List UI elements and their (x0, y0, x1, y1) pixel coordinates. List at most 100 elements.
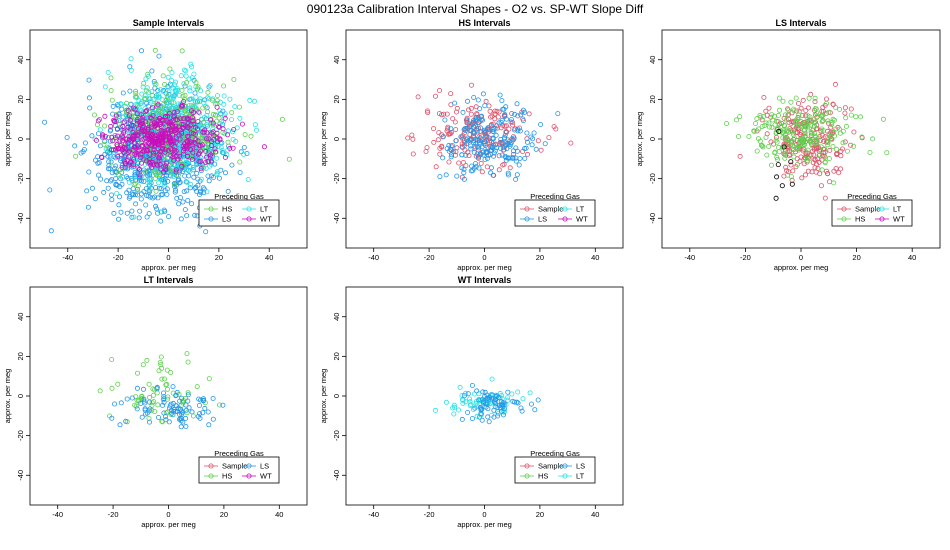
point-sample (525, 151, 531, 157)
point-ls (174, 389, 180, 395)
point-hs (158, 104, 164, 110)
point-ls (499, 98, 505, 104)
point-sample (816, 152, 822, 158)
legend-key-marker (879, 216, 885, 222)
y-tick-label: 40 (16, 56, 25, 64)
x-axis-label: approx. per meg (141, 263, 196, 272)
point-hs (108, 75, 114, 81)
point-hs (782, 131, 788, 137)
point-lt (460, 400, 466, 406)
point-ls (472, 161, 478, 167)
point-wt (179, 103, 185, 109)
point-ls (461, 170, 467, 176)
point-wt (134, 117, 140, 123)
point-ls (510, 155, 516, 161)
point-wt (139, 120, 145, 126)
point-sample (535, 138, 541, 144)
point-hs (766, 120, 772, 126)
point-hs (163, 382, 169, 388)
point-lt (222, 111, 228, 117)
point-sample (790, 168, 796, 174)
point-wt (114, 126, 120, 132)
point-hs (796, 141, 802, 147)
point-sample (827, 147, 833, 153)
point-ls (512, 127, 518, 133)
point-ls (81, 147, 87, 153)
point-wt (184, 139, 190, 145)
y-tick-label: -20 (332, 430, 341, 441)
point-lt (144, 85, 150, 91)
point-hs (789, 129, 795, 135)
point-sample (484, 164, 490, 170)
point-lt (172, 91, 178, 97)
legend-entry-sample: Sample (538, 205, 563, 214)
point-ls (484, 155, 490, 161)
point-lt (155, 92, 161, 98)
point-lt (245, 177, 251, 183)
point-hs (185, 390, 191, 396)
point-hs (793, 117, 799, 123)
point-wt (192, 124, 198, 130)
point-ls (476, 414, 482, 420)
point-sample (818, 183, 824, 189)
point-ls (191, 174, 197, 180)
point-hs (213, 112, 219, 118)
point-sample (453, 149, 459, 155)
point-wt (158, 121, 164, 127)
point-sample (831, 168, 837, 174)
legend-title: Preceding Gas (530, 449, 580, 458)
point-hs (159, 419, 165, 425)
point-ls (491, 172, 497, 178)
point-ls (465, 409, 471, 415)
x-tick-label: -40 (62, 253, 73, 262)
point-wt (95, 118, 101, 124)
point-hs (155, 402, 161, 408)
point-ls (177, 398, 183, 404)
y-axis-label: approx. per meg (635, 112, 644, 167)
point-ls (448, 147, 454, 153)
point-ls (97, 117, 103, 123)
point-hs (755, 136, 761, 142)
point-hs (770, 117, 776, 123)
point-ls (185, 398, 191, 404)
point-hs (791, 154, 797, 160)
point-hs (132, 181, 138, 187)
point-ls (500, 412, 506, 418)
point-wt (134, 143, 140, 149)
point-ls (98, 176, 104, 182)
point-ls (478, 405, 484, 411)
point-ls (112, 401, 118, 407)
point-hs (837, 106, 843, 112)
point-ls (127, 88, 133, 94)
point-ls (172, 184, 178, 190)
point-hs (831, 117, 837, 123)
point-ls (493, 401, 499, 407)
point-ls (105, 135, 111, 141)
legend-box (831, 199, 913, 227)
x-tick-label: 20 (536, 510, 544, 519)
point-other (788, 159, 794, 165)
point-hs (746, 133, 752, 139)
point-lt (217, 108, 223, 114)
point-lt (138, 100, 144, 106)
point-ls (216, 175, 222, 181)
point-ls (518, 112, 524, 118)
point-lt (501, 409, 507, 415)
point-hs (814, 140, 820, 146)
point-hs (803, 149, 809, 155)
x-tick-label: 0 (166, 253, 170, 262)
data-points (405, 82, 574, 182)
point-sample (777, 121, 783, 127)
point-lt (183, 73, 189, 79)
point-other (773, 195, 779, 201)
point-wt (167, 137, 173, 143)
point-hs (796, 143, 802, 149)
point-sample (838, 153, 844, 159)
point-hs (180, 136, 186, 142)
point-hs (827, 133, 833, 139)
point-wt (170, 118, 176, 124)
point-ls (528, 134, 534, 140)
point-hs (858, 114, 864, 120)
y-tick-label: -40 (16, 213, 25, 224)
point-hs (194, 384, 200, 390)
